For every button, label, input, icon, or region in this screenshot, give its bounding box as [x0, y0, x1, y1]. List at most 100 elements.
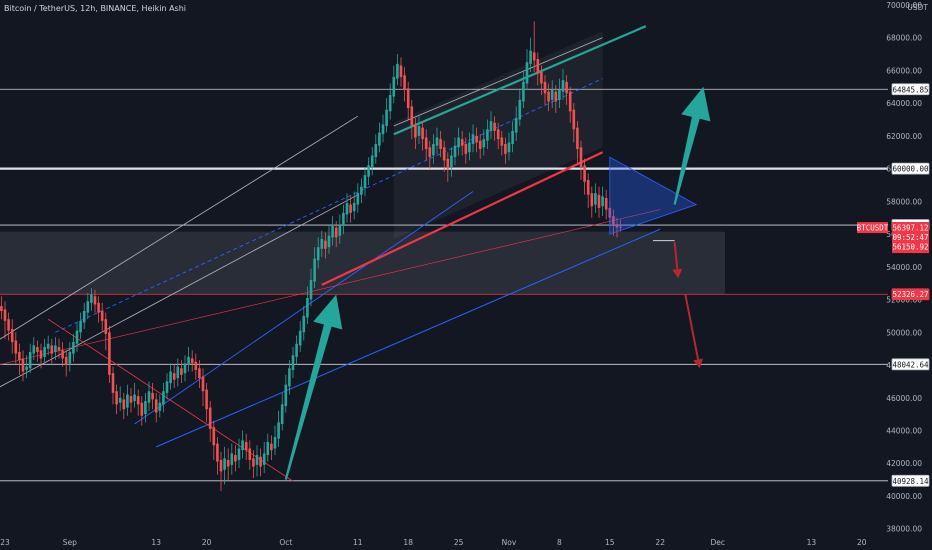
candle-body — [46, 343, 50, 349]
bar-countdown: 09:52:47 — [892, 233, 928, 242]
time-tick-label: 22 — [655, 538, 665, 547]
price-tick-label: 44000.00 — [886, 427, 922, 436]
candle-body — [270, 443, 273, 451]
price-tick-label: 38000.00 — [886, 525, 922, 534]
candle-body — [36, 347, 39, 352]
candle-body — [14, 340, 18, 354]
trendline[interactable] — [47, 318, 294, 482]
arrow-shaft — [684, 294, 700, 360]
candle-body — [417, 126, 421, 136]
bearish-arrow[interactable] — [693, 358, 703, 369]
price-tick-label: 54000.00 — [886, 263, 922, 272]
candle-body — [619, 226, 622, 228]
candle-body — [604, 198, 608, 210]
candle-body — [500, 137, 504, 146]
candle-body — [230, 453, 234, 465]
time-tick-label: 13 — [807, 538, 817, 547]
time-tick-label: Sep — [63, 538, 77, 547]
candle-body — [590, 193, 594, 207]
price-tick-label: 64000.00 — [886, 99, 922, 108]
current-low-value: 56150.92 — [892, 243, 928, 252]
level-price-tag-bg — [891, 474, 930, 487]
candle-body — [536, 58, 540, 74]
candle-body — [446, 158, 450, 169]
trendline[interactable] — [321, 151, 604, 286]
candle-body — [597, 194, 601, 208]
candle-body — [511, 130, 514, 145]
trendline[interactable] — [0, 194, 358, 388]
candle-body — [471, 134, 475, 145]
candle-body — [399, 65, 403, 77]
candle-body — [118, 397, 122, 403]
candle-body — [532, 52, 536, 61]
demand-zone — [0, 231, 726, 295]
candle-body — [396, 63, 399, 79]
candle-body — [288, 368, 291, 387]
candle-body — [273, 437, 277, 449]
candle-body — [75, 330, 79, 344]
candle-body — [572, 109, 576, 130]
candle-body — [414, 124, 417, 138]
trendline[interactable] — [393, 25, 647, 136]
candle-body — [518, 99, 522, 120]
candle-body — [338, 224, 342, 236]
candle-body — [360, 186, 363, 195]
time-tick-label: Nov — [502, 538, 517, 547]
candle-body — [316, 247, 320, 261]
candle-body — [234, 455, 237, 462]
candle-body — [612, 216, 615, 226]
candle-body — [331, 225, 334, 238]
candle-body — [547, 91, 550, 102]
time-tick-label: 8 — [557, 538, 562, 547]
candle-body — [457, 137, 460, 148]
candle-body — [352, 202, 356, 212]
candle-body — [594, 193, 597, 205]
candle-body — [201, 376, 205, 392]
candle-body — [108, 332, 111, 375]
candle-body — [277, 422, 280, 439]
candle-body — [496, 129, 500, 140]
currency-unit-label: USDT — [907, 3, 928, 12]
candle-body — [439, 139, 442, 149]
trendline[interactable] — [156, 228, 661, 448]
candle-body — [100, 311, 104, 321]
candle-body — [162, 391, 165, 405]
candle-body — [21, 358, 25, 372]
price-tick-label: 62000.00 — [886, 132, 922, 141]
time-tick-label: 20 — [202, 538, 212, 547]
bearish-arrow[interactable] — [672, 268, 683, 279]
candle-body — [489, 121, 493, 131]
trendline[interactable] — [0, 115, 359, 340]
candle-body — [43, 347, 46, 357]
candle-body — [432, 144, 435, 156]
candle-body — [478, 140, 482, 149]
candle-body — [442, 147, 446, 161]
triangle-pattern[interactable] — [609, 156, 698, 235]
candle-body — [543, 81, 547, 94]
candle-body — [583, 165, 586, 182]
candle-body — [424, 137, 428, 149]
candle-body — [198, 368, 201, 379]
candle-body — [450, 155, 453, 167]
candle-body — [576, 127, 579, 149]
candle-body — [151, 392, 154, 400]
trendline[interactable] — [393, 37, 603, 127]
candle-body — [126, 394, 129, 408]
candle-body — [86, 301, 90, 313]
candle-body — [10, 329, 14, 343]
candle-body — [68, 351, 72, 364]
candle-body — [147, 391, 151, 403]
candle-body — [255, 455, 259, 465]
candle-body — [140, 402, 144, 416]
price-tick-label: 58000.00 — [886, 197, 922, 206]
candle-body — [133, 394, 136, 402]
trendline[interactable] — [55, 78, 603, 333]
projection-arrow[interactable] — [673, 86, 711, 205]
level-price-tag: 60000.00 — [892, 165, 929, 174]
candle-body — [345, 202, 349, 215]
candle-body — [403, 75, 406, 91]
time-axis[interactable] — [0, 535, 932, 550]
candle-body — [558, 90, 561, 100]
projection-arrow[interactable] — [284, 294, 343, 480]
